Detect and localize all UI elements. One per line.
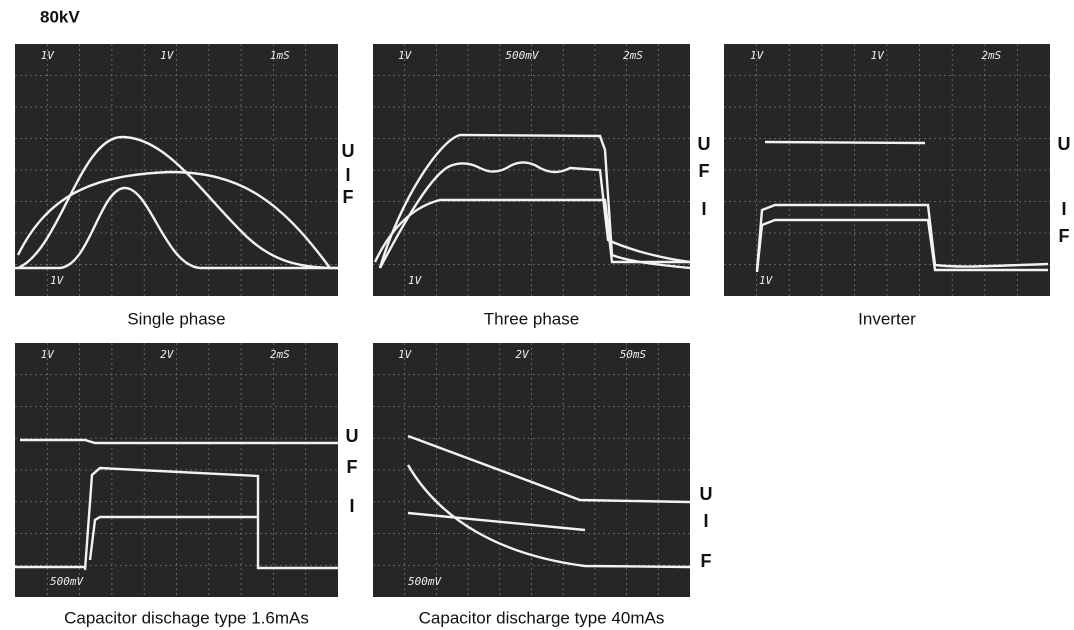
scope-setting: 1V	[160, 49, 175, 62]
figure: 80kV 1V1V1mS1VUIFSingle phase1V500mV2mS1…	[0, 0, 1074, 630]
scope-setting: 2mS	[623, 49, 643, 62]
trace-label: I	[345, 165, 350, 185]
scope-setting: 2mS	[981, 49, 1001, 62]
trace-label: F	[701, 551, 712, 571]
scope-setting: 500mV	[408, 575, 442, 588]
caption: Single phase	[127, 309, 225, 328]
trace-label: I	[349, 496, 354, 516]
scope-setting: 1V	[398, 49, 413, 62]
scope-setting: 500mV	[50, 575, 84, 588]
caption: Inverter	[858, 309, 916, 328]
scope-setting: 1mS	[270, 49, 290, 62]
trace-label: U	[346, 426, 359, 446]
trace-label: U	[342, 141, 355, 161]
trace-label: F	[347, 457, 358, 477]
scope-setting: 2mS	[270, 348, 290, 361]
scope-setting: 500mV	[505, 49, 539, 62]
trace-label: F	[1059, 226, 1070, 246]
trace-label: I	[701, 199, 706, 219]
trace-label: U	[698, 134, 711, 154]
caption: Capacitor dischage type 1.6mAs	[64, 608, 309, 627]
caption: Three phase	[484, 309, 579, 328]
title: 80kV	[40, 7, 80, 26]
trace-label: F	[699, 161, 710, 181]
scope-setting: 1V	[750, 49, 765, 62]
scope-setting: 1V	[41, 49, 56, 62]
trace-label: U	[700, 484, 713, 504]
trace-label: U	[1058, 134, 1071, 154]
caption: Capacitor discharge type 40mAs	[419, 608, 665, 627]
scope-setting: 2V	[160, 348, 175, 361]
trace-label: I	[703, 511, 708, 531]
scope-setting: 1V	[398, 348, 413, 361]
trace-label: F	[343, 187, 354, 207]
scope-setting: 1V	[50, 274, 65, 287]
scope-setting: 1V	[408, 274, 423, 287]
scope-setting: 2V	[515, 348, 530, 361]
scope-setting: 50mS	[620, 348, 647, 361]
trace	[765, 142, 925, 143]
scope-setting: 1V	[41, 348, 56, 361]
trace-label: I	[1061, 199, 1066, 219]
scope-setting: 1V	[759, 274, 774, 287]
scope-setting: 1V	[871, 49, 886, 62]
